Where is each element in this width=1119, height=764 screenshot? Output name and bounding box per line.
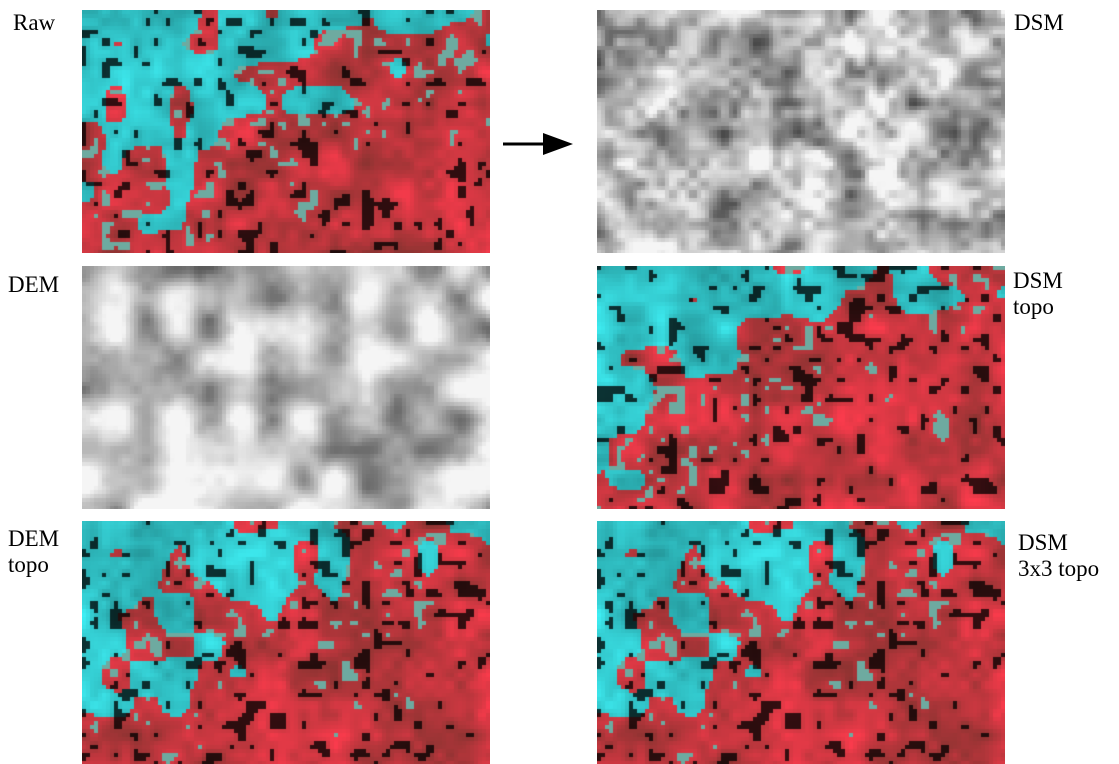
panel-dem <box>82 266 490 509</box>
right-arrow-icon <box>503 133 573 155</box>
panel-dsm-3x3-topo <box>597 521 1005 764</box>
label-dsm-topo: DSM topo <box>1013 268 1063 319</box>
label-dsm: DSM <box>1014 10 1064 35</box>
label-raw: Raw <box>13 10 56 35</box>
dsm-3x3-topo-image <box>597 521 1005 764</box>
panel-dsm-topo <box>597 266 1005 509</box>
raw-image <box>82 10 490 253</box>
dem-image <box>82 266 490 509</box>
panel-raw <box>82 10 490 253</box>
panel-dsm <box>597 10 1005 253</box>
label-dsm-3x3-topo: DSM 3x3 topo <box>1018 530 1100 581</box>
panel-dem-topo <box>82 521 490 764</box>
label-dem: DEM <box>8 272 60 297</box>
dem-topo-image <box>82 521 490 764</box>
label-dem-topo: DEM topo <box>8 526 60 577</box>
dsm-image <box>597 10 1005 253</box>
dsm-topo-image <box>597 266 1005 509</box>
